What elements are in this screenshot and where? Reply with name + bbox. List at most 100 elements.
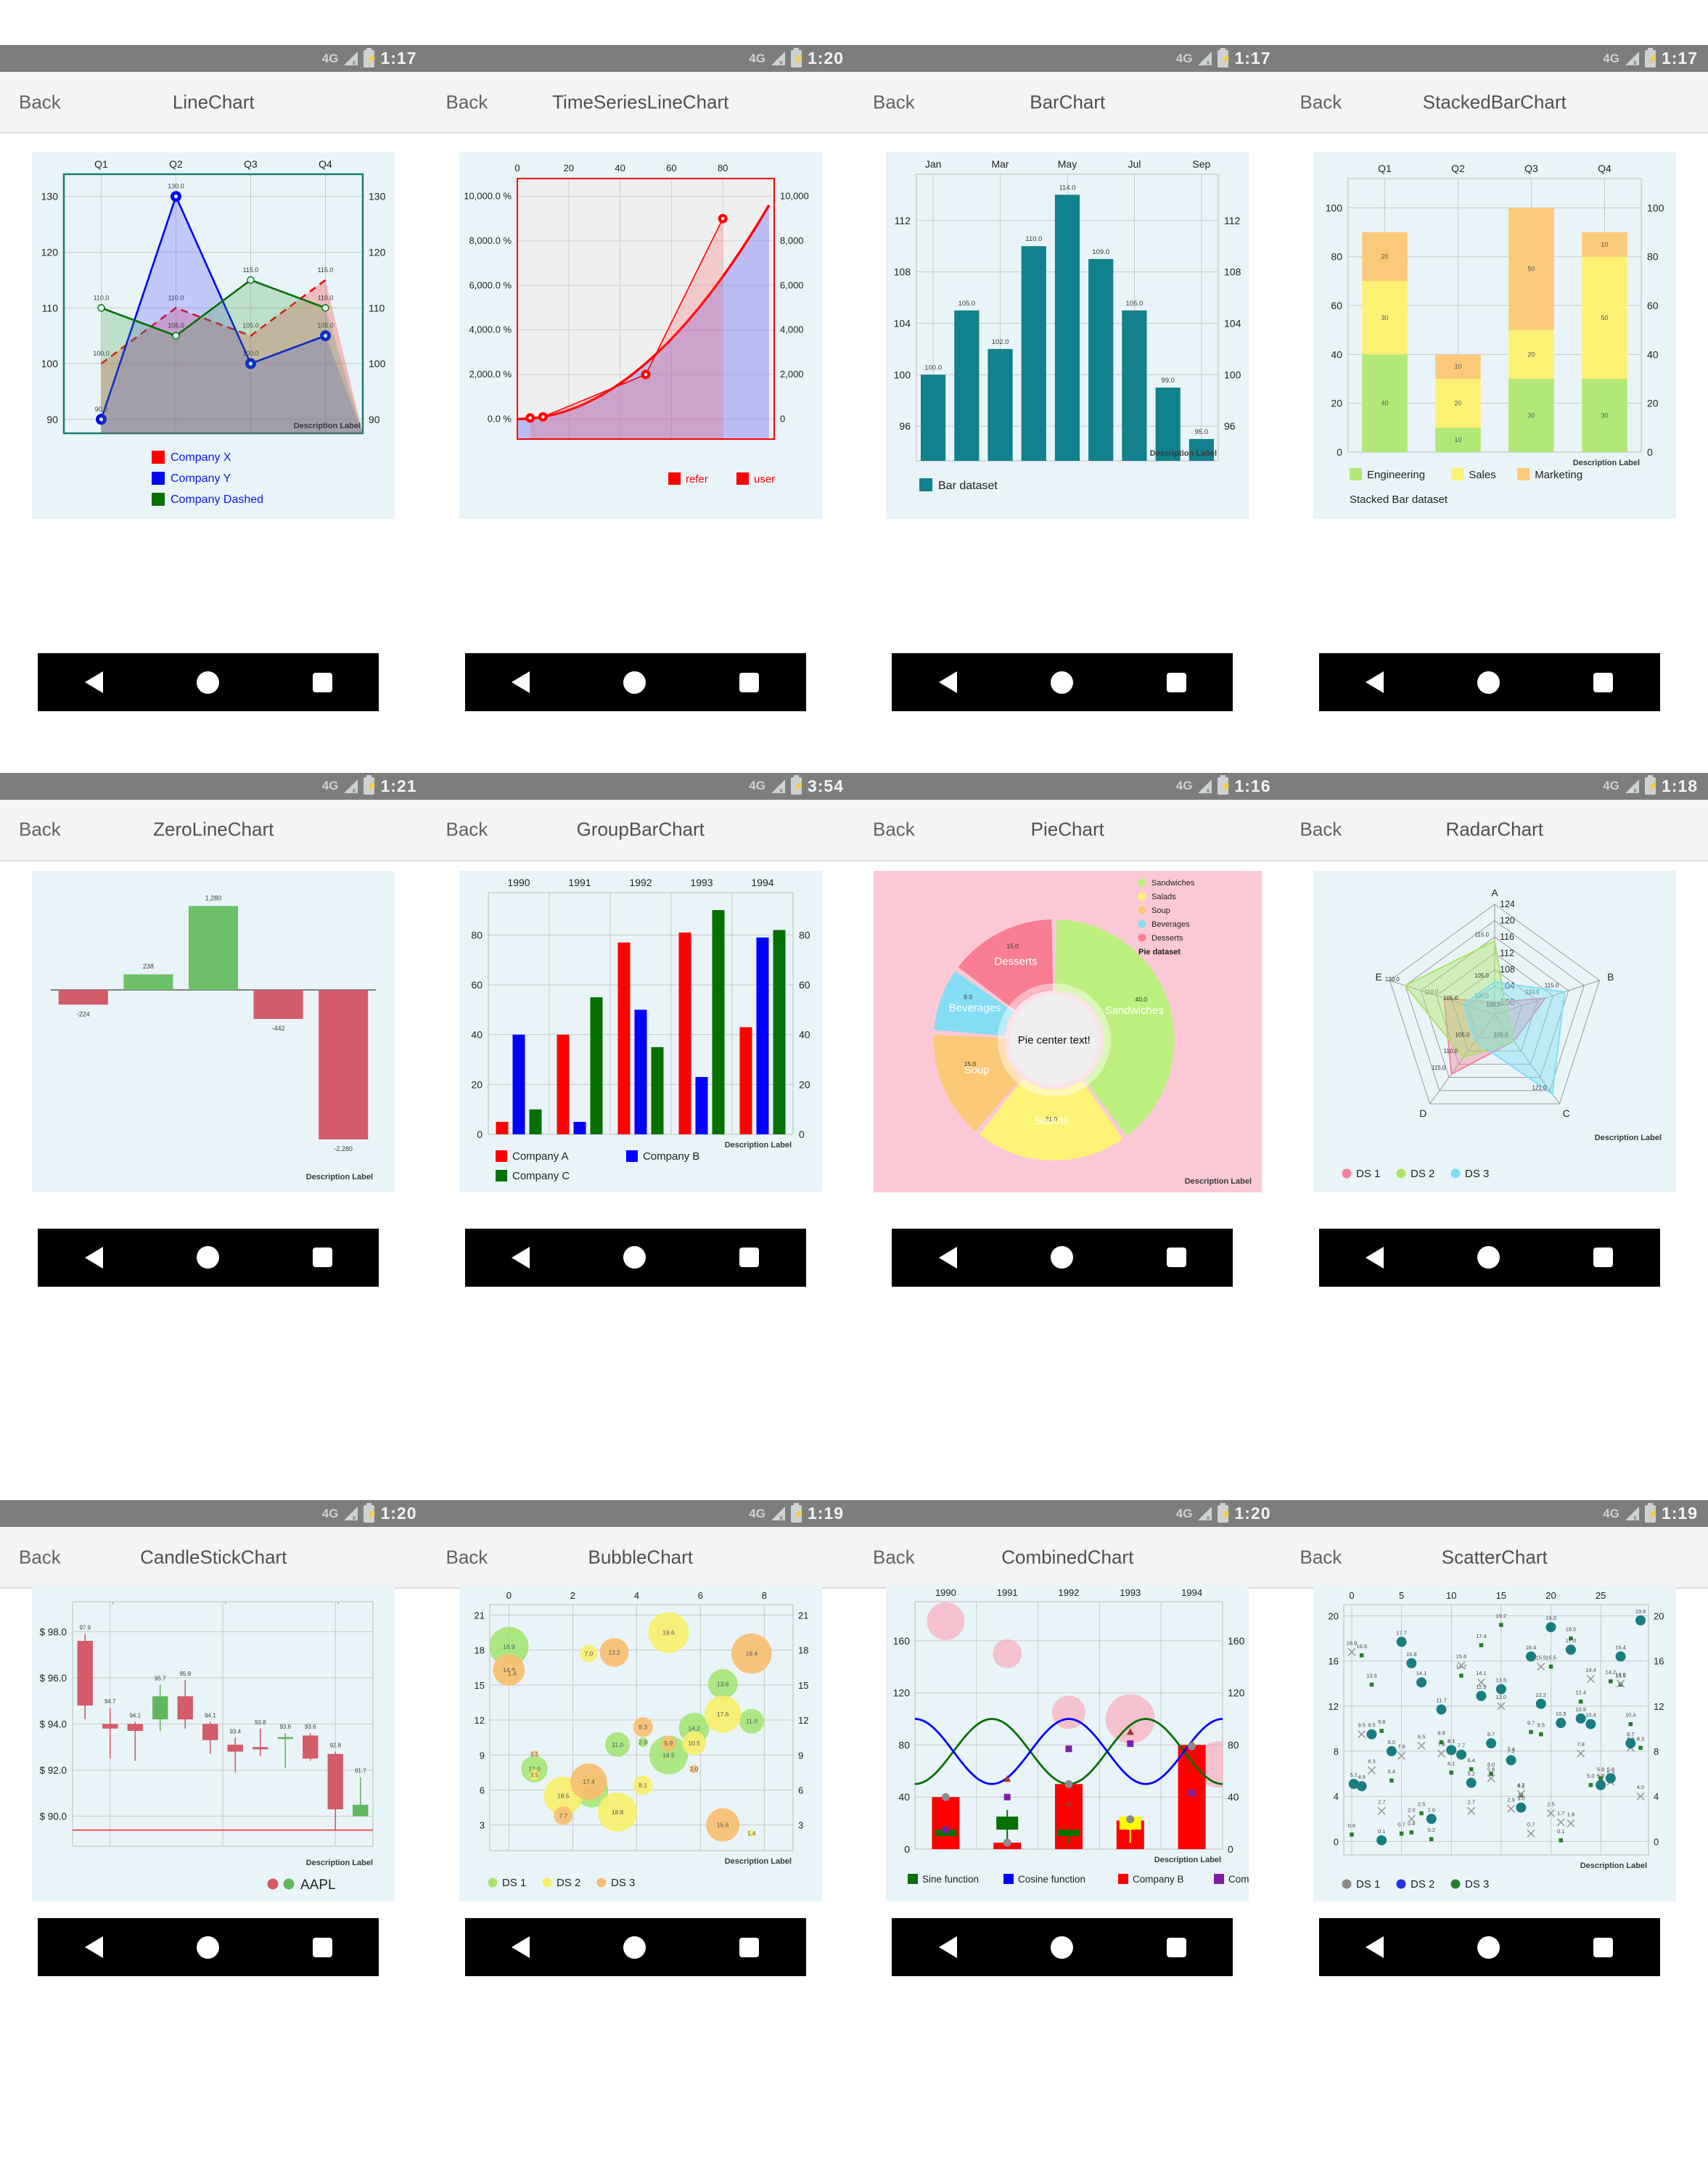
android-back-button[interactable] [512, 1936, 530, 1959]
back-button[interactable]: Back [19, 1546, 61, 1568]
android-navigation-bar [1318, 653, 1660, 711]
network-type-label: 4G [1175, 779, 1193, 793]
android-home-button[interactable] [1477, 671, 1500, 694]
svg-text:12: 12 [474, 1715, 484, 1726]
svg-text:115.0: 115.0 [243, 266, 259, 274]
back-button[interactable]: Back [873, 91, 915, 112]
svg-text:A: A [1491, 887, 1498, 898]
android-home-button[interactable] [196, 1246, 219, 1269]
timeseries-chart[interactable]: 0 20 40 60 80 0.0 % 0 2,000.0 % 2,000 4,000.0 % 4,… [459, 152, 822, 519]
android-home-button[interactable] [1050, 1246, 1073, 1269]
android-recents-button[interactable] [312, 1248, 332, 1268]
no-connection-x-icon: x [1206, 59, 1210, 66]
android-recents-button[interactable] [1593, 672, 1613, 692]
groupbar-chart[interactable]: 1990 1991 1992 1993 1994 0 0 20 20 40 40 60 60 80 80 De… [459, 871, 822, 1192]
android-recents-button[interactable] [739, 672, 759, 692]
back-button[interactable]: Back [446, 1546, 488, 1568]
svg-text:0.7: 0.7 [1527, 1822, 1535, 1828]
bar-chart[interactable]: Jan Mar May Jul Sep 96 96 100 100 104 104 108 108 112… [886, 152, 1249, 519]
android-home-button[interactable] [623, 1936, 646, 1959]
back-button[interactable]: Back [446, 818, 488, 840]
svg-text:16.8: 16.8 [1346, 1639, 1357, 1646]
back-button[interactable]: Back [1300, 818, 1342, 840]
chart-canvas[interactable]: $ 98.0 $ 96.0 $ 94.0 $ 92.0 $ 90.0 ' ' ' 97.9 94.… [32, 1586, 395, 1902]
android-home-button[interactable] [1477, 1246, 1500, 1269]
charging-bolt-icon: ⚡ [793, 53, 805, 64]
android-back-button[interactable] [1366, 671, 1384, 693]
no-connection-x-icon: x [1206, 786, 1210, 794]
pie-chart[interactable]: 40.0Sandwiches21.0Salads15.0Soup9.0Bever… [873, 870, 1262, 1192]
chart-canvas[interactable]: 1990 1991 1992 1993 1994 0 0 20 20 40 40 60 60 80 80 De… [459, 870, 822, 1192]
candlestick-chart[interactable]: $ 98.0 $ 96.0 $ 94.0 $ 92.0 $ 90.0 ' ' ' 97.9 94.… [32, 1586, 395, 1901]
chart-canvas[interactable]: 0 5 10 15 20 25 0 0 4 4 8 8 12 12 16 16 20 20 0.6 16.5 13.9 9… [1313, 1586, 1676, 1902]
back-button[interactable]: Back [1300, 91, 1342, 112]
svg-text:12: 12 [1328, 1701, 1338, 1712]
svg-text:DS 1: DS 1 [1356, 1168, 1380, 1180]
stackedbar-chart[interactable]: Q1 Q2 Q3 Q4 0 0 20 20 40 40 60 60 80 80 100 100 40 30 20 10… [1313, 152, 1676, 519]
chart-canvas[interactable]: A B C D E 100 104 108 112 116 120 124 100.0 110.0 105.… [1313, 870, 1676, 1192]
chart-canvas[interactable]: Q1 Q2 Q3 Q4 90 90 100 100 110 110 120 120 130 130 100.… [32, 152, 395, 519]
radar-chart[interactable]: ABCDE100104108112116120124100.0110.0105.… [1313, 871, 1676, 1192]
back-button[interactable]: Back [1300, 1546, 1342, 1568]
chart-canvas[interactable]: 0 0 40 40 80 80 120 120 160 160 1990 1991 1992 1993 19… [886, 1586, 1249, 1902]
android-home-button[interactable] [623, 671, 646, 694]
android-back-button[interactable] [1366, 1246, 1384, 1269]
chart-canvas[interactable]: Jan Mar May Jul Sep 96 96 100 100 104 104 108 108 112… [886, 152, 1249, 519]
back-button[interactable]: Back [873, 818, 915, 840]
android-home-button[interactable] [196, 1936, 219, 1959]
android-recents-button[interactable] [739, 1248, 759, 1268]
android-recents-button[interactable] [1593, 1248, 1613, 1268]
android-home-button[interactable] [1050, 1936, 1073, 1959]
svg-text:Q3: Q3 [1524, 163, 1538, 174]
android-recents-button[interactable] [312, 1937, 332, 1957]
chart-canvas[interactable]: 0 20 40 60 80 0.0 % 0 2,000.0 % 2,000 4,000.0 % 4,… [459, 152, 822, 519]
chart-canvas[interactable]: Q1 Q2 Q3 Q4 0 0 20 20 40 40 60 60 80 80 100 100 40 30 20 10… [1313, 152, 1676, 519]
android-back-button[interactable] [512, 1246, 530, 1269]
line-chart[interactable]: Q1 Q2 Q3 Q4 90 90 100 100 110 110 120 120 130 130 100.… [32, 152, 395, 519]
android-back-button[interactable] [1366, 1936, 1384, 1959]
svg-text:90: 90 [369, 414, 380, 425]
signal-icon: x [1198, 52, 1212, 66]
svg-text:AAPL: AAPL [300, 1877, 336, 1893]
phone-screenshot-piechart: 4G x ⚡ 1:16 Back PieChart 40.0 Sandwiches… [854, 727, 1281, 1456]
chart-canvas[interactable]: 40.0 Sandwiches 21.0 Salads 15.0 Soup 9.0 Bever… [873, 870, 1262, 1192]
android-recents-button[interactable] [739, 1937, 759, 1957]
android-back-button[interactable] [938, 1246, 957, 1269]
android-back-button[interactable] [84, 1246, 103, 1269]
zeroline-chart[interactable]: -224 238 1,280 -442 -2,280 Description Label [32, 871, 395, 1192]
android-recents-button[interactable] [1593, 1937, 1613, 1957]
chart-canvas[interactable]: 02468336699121215151818212118.912.015.31… [459, 1586, 822, 1902]
android-recents-button[interactable] [1166, 672, 1186, 692]
android-home-button[interactable] [196, 671, 219, 694]
battery-icon: ⚡ [364, 47, 377, 67]
android-back-button[interactable] [84, 671, 103, 693]
back-button[interactable]: Back [446, 91, 488, 112]
scatter-chart[interactable]: 0 5 10 15 20 25 0 0 4 4 8 8 12 12 16 16 20 20 0.6 16.5 13.9 9… [1313, 1586, 1676, 1901]
android-back-button[interactable] [512, 671, 530, 693]
android-home-button[interactable] [1477, 1936, 1500, 1959]
android-recents-button[interactable] [312, 672, 332, 692]
back-button[interactable]: Back [19, 91, 61, 112]
svg-text:100: 100 [1224, 369, 1241, 380]
page-title: CombinedChart [1001, 1546, 1134, 1568]
android-back-button[interactable] [84, 1936, 103, 1959]
charging-bolt-icon: ⚡ [1220, 53, 1231, 64]
android-back-button[interactable] [938, 1936, 957, 1959]
android-recents-button[interactable] [1166, 1248, 1186, 1268]
svg-text:19.0: 19.0 [1545, 1615, 1556, 1621]
back-button[interactable]: Back [873, 1546, 915, 1568]
android-home-button[interactable] [623, 1246, 646, 1269]
svg-text:20: 20 [799, 1078, 810, 1090]
combined-chart[interactable]: 0 0 40 40 80 80 120 120 160 160 1990 1991 1992 1993 19… [886, 1586, 1249, 1901]
android-home-button[interactable] [1050, 671, 1073, 694]
android-navigation-bar [892, 653, 1233, 711]
chart-canvas[interactable]: -224 238 1,280 -442 -2,280 Description Label [32, 870, 395, 1192]
svg-text:120: 120 [1228, 1687, 1245, 1699]
bubble-chart[interactable]: 02468336699121215151818212118.912.015.31… [459, 1586, 822, 1901]
back-button[interactable]: Back [19, 818, 61, 840]
android-recents-button[interactable] [1166, 1937, 1186, 1957]
android-back-button[interactable] [938, 671, 957, 693]
svg-text:115.0: 115.0 [1474, 931, 1489, 938]
pie-slice-salads [979, 1078, 1123, 1160]
